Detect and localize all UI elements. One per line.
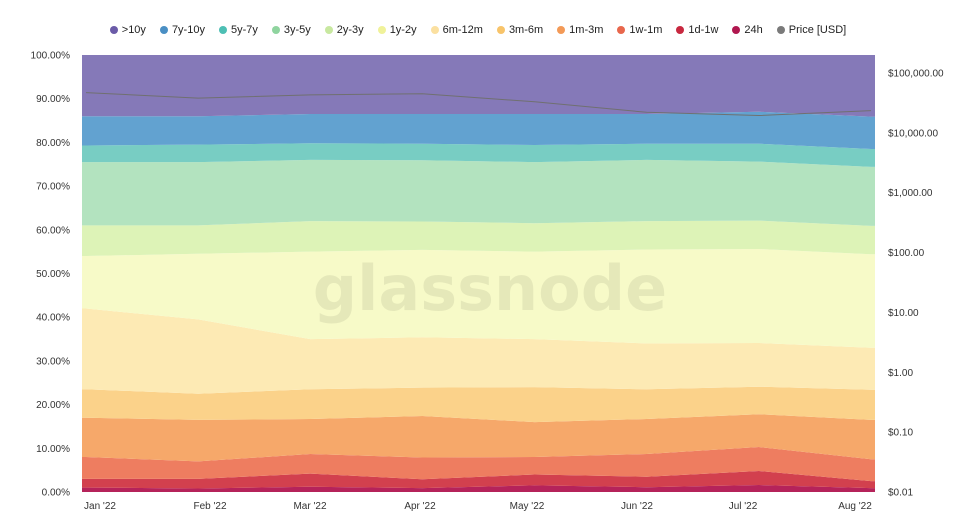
- legend-swatch: [776, 26, 785, 34]
- watermark-text: glassnode: [313, 252, 667, 325]
- x-tick-label: May '22: [510, 501, 545, 512]
- chart-legend: >10y 7y-10y 5y-7y 3y-5y 2y-3y 1y-2y 6m-12m 3m-6…: [0, 22, 956, 38]
- legend-swatch: [377, 26, 386, 34]
- right-tick-label: $10,000.00: [888, 128, 938, 139]
- right-tick-label: $1,000.00: [888, 188, 933, 199]
- left-y-axis: 0.00% 10.00% 20.00% 30.00% 40.00% 50.00% 60.00…: [31, 51, 71, 499]
- left-tick-label: 50.00%: [36, 269, 70, 280]
- legend-label: 24h: [744, 24, 763, 36]
- x-tick-label: Feb '22: [193, 501, 226, 512]
- stacked-area-layers: [82, 55, 875, 492]
- right-y-axis: $0.01 $0.10 $1.00 $10.00 $100.00 $1,000.00 $10…: [888, 68, 944, 498]
- left-tick-label: 70.00%: [36, 182, 70, 193]
- x-tick-label: Jun '22: [621, 501, 653, 512]
- legend-item[interactable]: 7y-10y: [159, 22, 205, 38]
- legend-swatch: [159, 26, 168, 34]
- legend-label: 1y-2y: [389, 24, 417, 36]
- left-tick-label: 90.00%: [36, 94, 70, 105]
- legend-item[interactable]: 5y-7y: [218, 22, 258, 38]
- area-6m-12m: [82, 308, 875, 394]
- x-tick-label: Apr '22: [404, 501, 436, 512]
- legend-item[interactable]: 1y-2y: [377, 22, 417, 38]
- legend-swatch: [271, 26, 280, 34]
- legend-item[interactable]: 1w-1m: [617, 22, 662, 38]
- legend-swatch: [324, 26, 333, 34]
- x-tick-label: Mar '22: [293, 501, 326, 512]
- legend-item[interactable]: Price [USD]: [776, 22, 847, 38]
- legend-swatch: [496, 26, 505, 34]
- x-tick-label: Jan '22: [84, 501, 116, 512]
- legend-item[interactable]: 1m-3m: [557, 22, 603, 38]
- left-tick-label: 10.00%: [36, 444, 70, 455]
- legend-label: 3m-6m: [508, 24, 544, 36]
- right-tick-label: $1.00: [888, 368, 913, 379]
- legend-label: 1d-1w: [688, 24, 719, 36]
- area-1m-3m: [82, 414, 875, 462]
- legend-label: 2y-3y: [336, 24, 364, 36]
- left-tick-label: 30.00%: [36, 356, 70, 367]
- x-axis: Jan '22 Feb '22 Mar '22 Apr '22 May '22 Jun '…: [84, 501, 872, 512]
- legend-label: 5y-7y: [230, 24, 258, 36]
- legend-label: 1m-3m: [569, 24, 604, 36]
- legend-swatch: [676, 26, 685, 34]
- right-tick-label: $10.00: [888, 308, 919, 319]
- legend-swatch: [430, 26, 439, 34]
- area-1d-1w: [82, 471, 875, 489]
- area-2y-3y: [82, 220, 875, 256]
- legend-swatch: [557, 26, 566, 34]
- area-24h: [82, 485, 875, 492]
- legend-item[interactable]: 24h: [732, 22, 763, 38]
- right-tick-label: $100.00: [888, 248, 925, 259]
- price-line: [85, 92, 872, 117]
- legend-item[interactable]: 1d-1w: [676, 22, 718, 38]
- legend-item[interactable]: 3y-5y: [271, 22, 311, 38]
- legend-label: Price [USD]: [788, 24, 847, 36]
- legend-item[interactable]: 2y-3y: [324, 22, 364, 38]
- legend-label: 7y-10y: [171, 24, 205, 36]
- right-tick-label: $0.01: [888, 488, 913, 499]
- legend-label: 1w-1m: [629, 24, 663, 36]
- x-tick-label: Jul '22: [729, 501, 758, 512]
- area-1w-1m: [82, 447, 875, 482]
- legend-swatch: [109, 26, 118, 34]
- legend-swatch: [617, 26, 626, 34]
- area-1y-2y: [82, 249, 875, 348]
- right-tick-label: $0.10: [888, 428, 913, 439]
- area--10y: [82, 55, 875, 117]
- right-tick-label: $100,000.00: [888, 68, 944, 79]
- area-5y-7y: [82, 143, 875, 167]
- legend-item[interactable]: 6m-12m: [430, 22, 483, 38]
- left-tick-label: 100.00%: [31, 51, 71, 62]
- left-tick-label: 20.00%: [36, 400, 70, 411]
- x-tick-label: Aug '22: [838, 501, 872, 512]
- price-line-group: [85, 92, 872, 117]
- legend-item[interactable]: >10y: [109, 22, 146, 38]
- area-7y-10y: [82, 111, 875, 149]
- legend-label: 3y-5y: [283, 24, 311, 36]
- area-3m-6m: [82, 386, 875, 423]
- left-tick-label: 40.00%: [36, 313, 70, 324]
- legend-swatch: [218, 26, 227, 34]
- left-tick-label: 80.00%: [36, 138, 70, 149]
- left-tick-label: 60.00%: [36, 225, 70, 236]
- legend-label: 6m-12m: [442, 24, 483, 36]
- left-tick-label: 0.00%: [42, 488, 70, 499]
- area-3y-5y: [82, 159, 875, 226]
- legend-item[interactable]: 3m-6m: [496, 22, 544, 38]
- legend-swatch: [732, 26, 741, 34]
- legend-label: >10y: [121, 24, 146, 36]
